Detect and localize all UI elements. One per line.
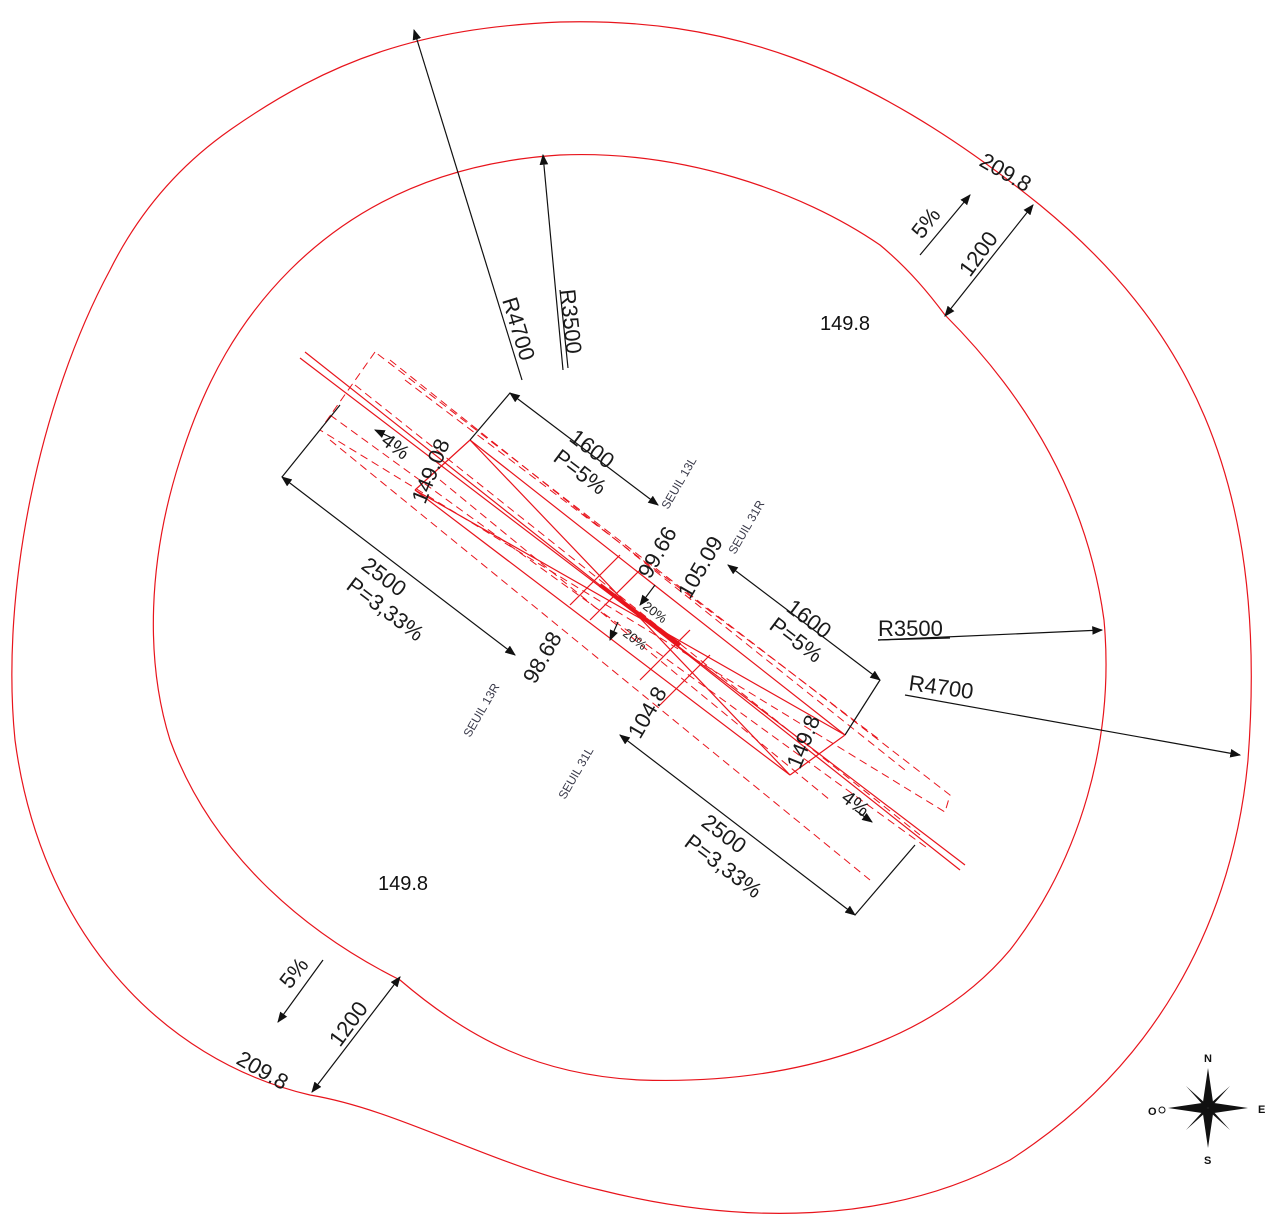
label-r4700-right: R4700: [907, 670, 975, 704]
label-r3500-top: R3500: [555, 288, 587, 355]
outer-boundary: [11, 21, 1252, 1214]
radius-line-r3500-top: [539, 153, 564, 371]
label-r3500-right: R3500: [878, 616, 943, 641]
label-seuil-31r: SEUIL 31R: [725, 498, 767, 557]
label-105-09: 105.09: [673, 532, 728, 603]
label-99-66: 99.66: [633, 522, 682, 582]
compass-e: E: [1258, 1104, 1265, 1116]
inner-boundary: [152, 153, 1107, 1082]
label-seuil-31l: SEUIL 31L: [555, 744, 596, 801]
compass-rose: N S E O: [1148, 1053, 1265, 1167]
label-1200-top: 1200: [954, 227, 1003, 281]
radius-line-r4700-right: [904, 694, 1242, 758]
label-98-68: 98.68: [518, 627, 567, 687]
label-1200-bottom: 1200: [324, 997, 373, 1051]
label-149-8-strip: 149.8: [781, 711, 825, 771]
dim-1200-bottom: [311, 976, 401, 1093]
label-r4700-top: R4700: [497, 294, 540, 363]
compass-o: O: [1148, 1106, 1157, 1118]
compass-s: S: [1204, 1155, 1211, 1167]
dim-1200-top: [944, 204, 1034, 317]
elev-outer-top: 209.8: [976, 148, 1036, 197]
elev-outer-bottom: 209.8: [233, 1046, 293, 1095]
label-seuil-13r: SEUIL 13R: [460, 681, 502, 740]
elev-inner-bottom: 149.8: [378, 873, 428, 895]
label-4pct-left: 4%: [377, 429, 413, 464]
compass-n: N: [1204, 1053, 1212, 1065]
label-seuil-13l: SEUIL 13L: [658, 454, 699, 511]
label-5pct-bottom: 5%: [274, 953, 313, 993]
elev-inner-top: 149.8: [820, 313, 870, 335]
label-5pct-top: 5%: [906, 203, 945, 243]
radius-line-r3500-right: [877, 626, 1104, 641]
radius-line-r4700-top: [412, 28, 523, 381]
